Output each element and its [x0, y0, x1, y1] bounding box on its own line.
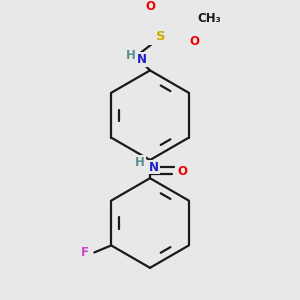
Text: CH₃: CH₃ — [198, 12, 221, 25]
Text: S: S — [156, 30, 166, 43]
Text: F: F — [81, 246, 88, 259]
Text: H: H — [125, 49, 135, 62]
Text: O: O — [145, 0, 155, 13]
Text: O: O — [190, 34, 200, 47]
Text: H: H — [135, 156, 145, 169]
Text: N: N — [149, 160, 159, 173]
Text: N: N — [136, 53, 147, 66]
Text: O: O — [177, 165, 187, 178]
